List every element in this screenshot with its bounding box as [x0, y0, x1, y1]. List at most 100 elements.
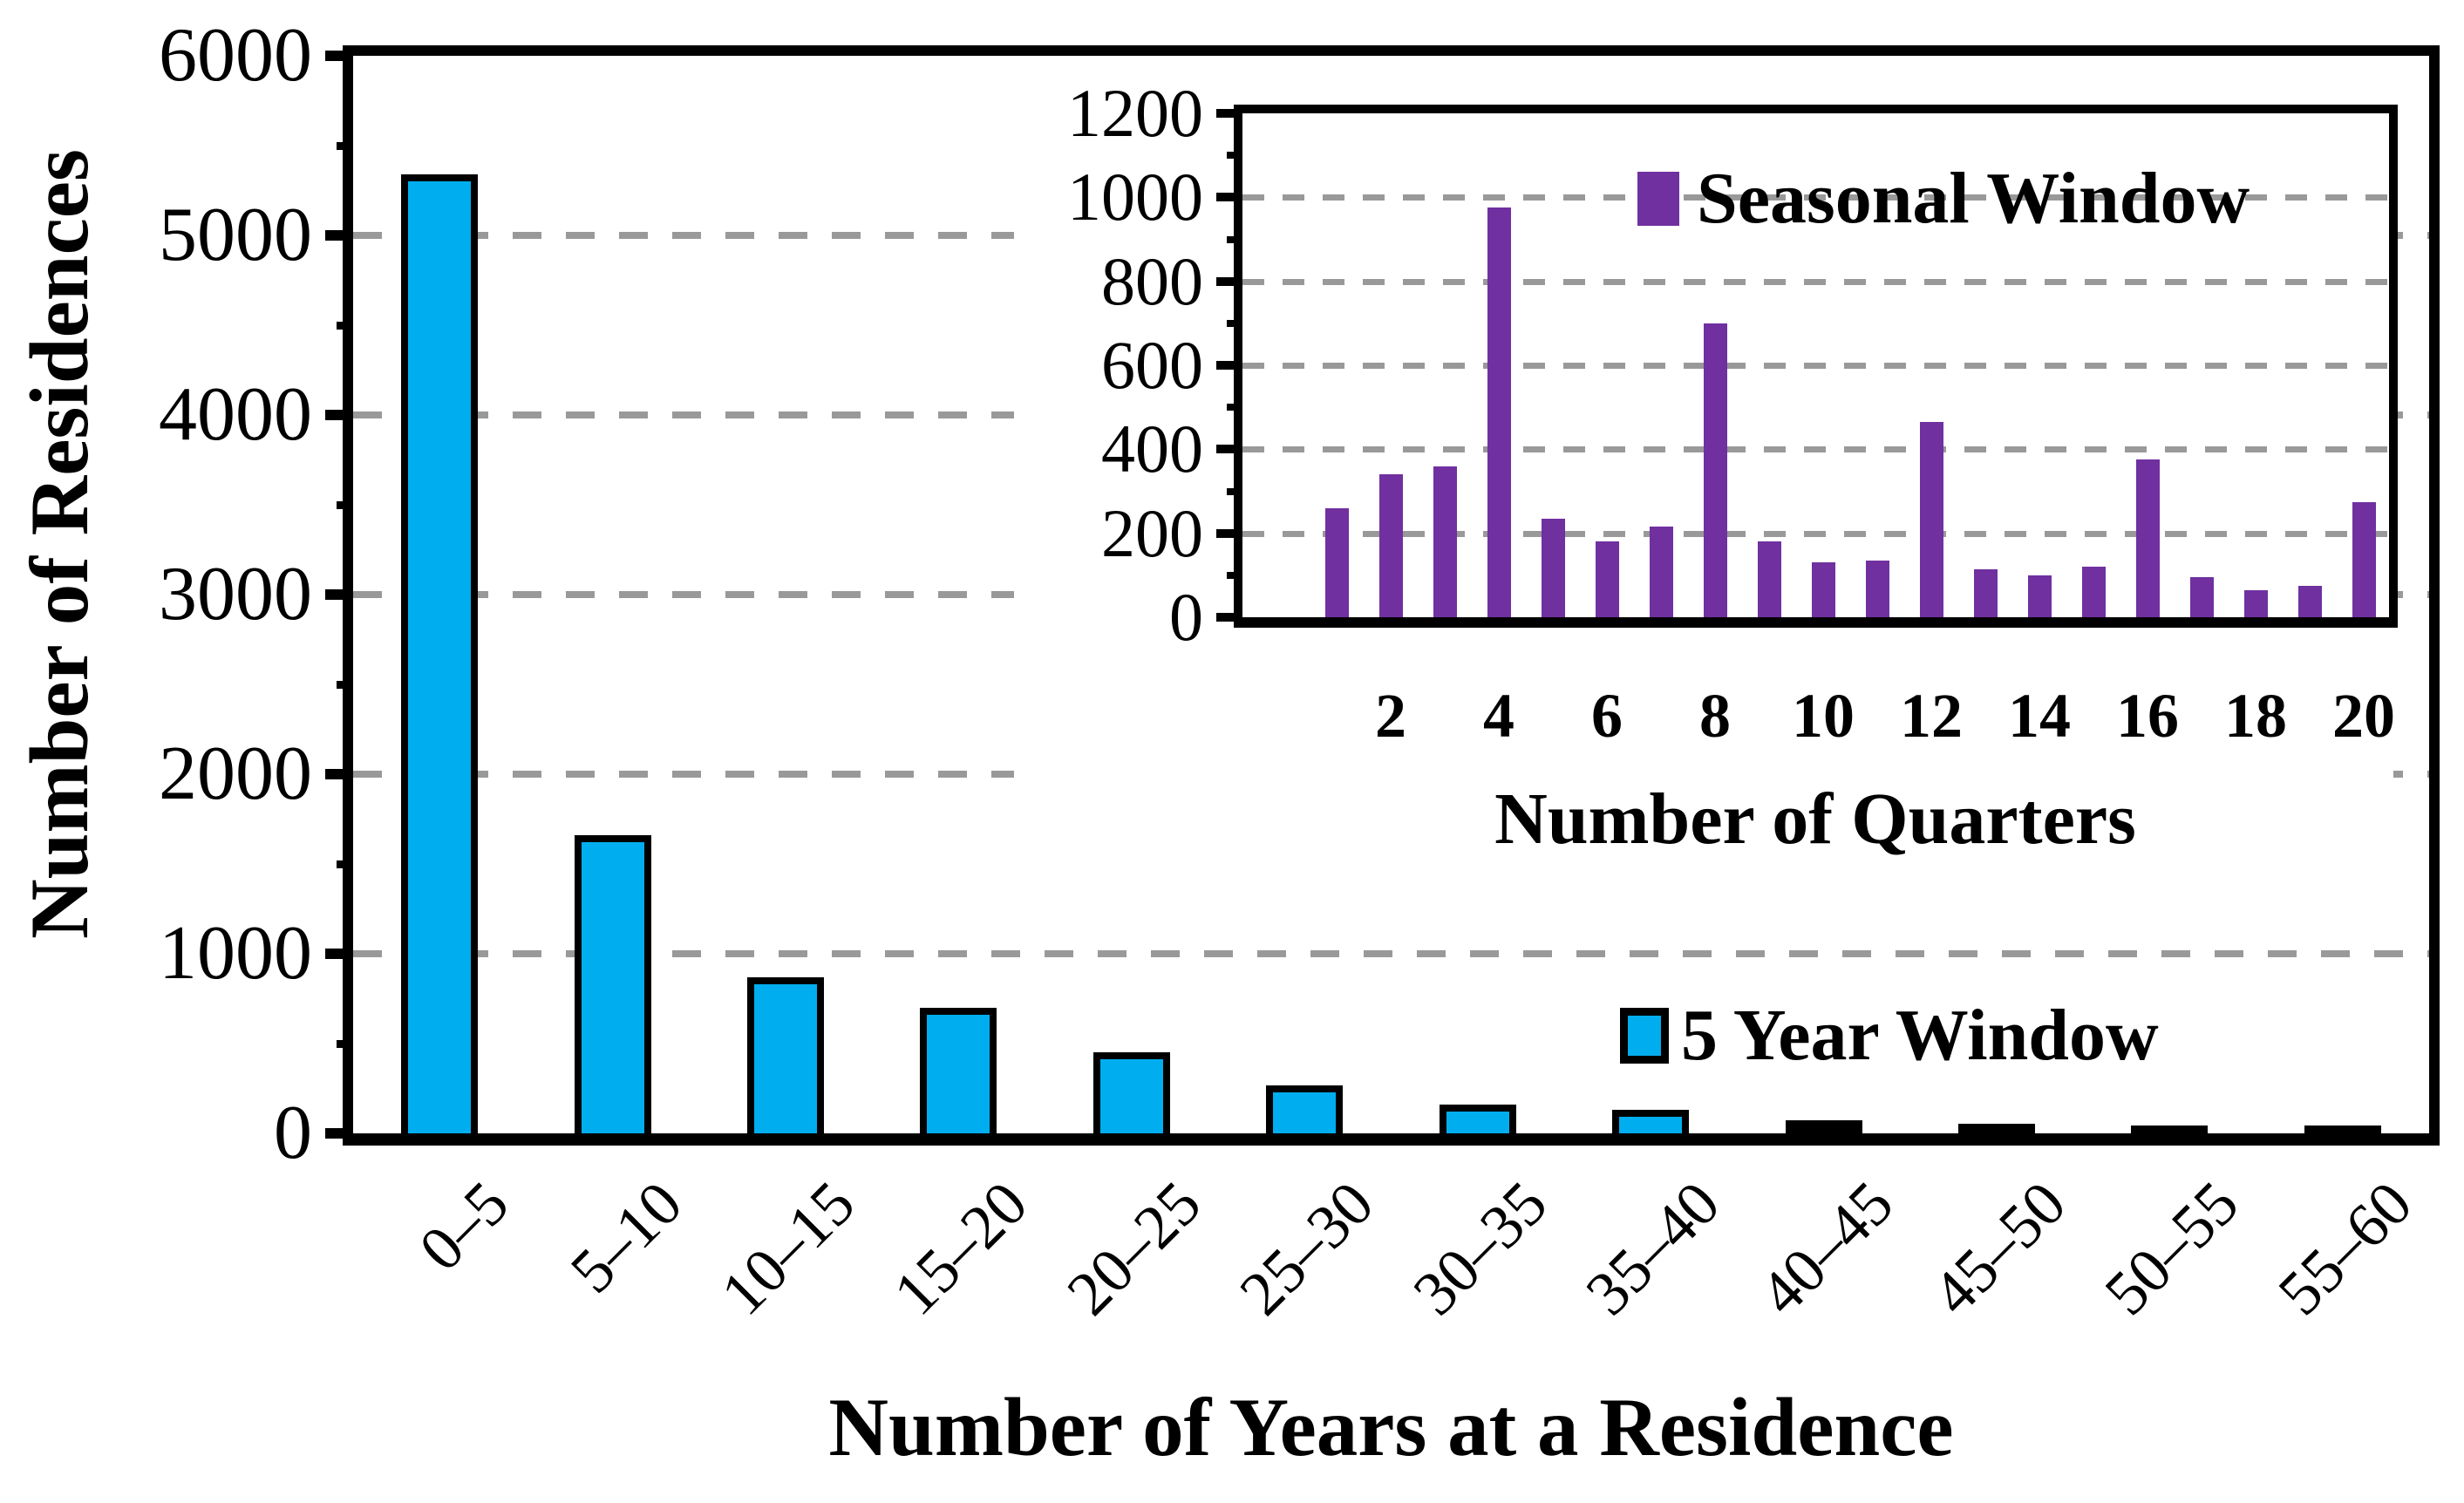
- y-minor-tick: [1227, 404, 1242, 411]
- bar: [747, 976, 825, 1133]
- y-minor-tick: [337, 681, 353, 689]
- bar: [2304, 1126, 2381, 1133]
- bar: [1433, 466, 1457, 617]
- x-tick-label: 8: [1699, 681, 1731, 751]
- y-major-tick: [325, 230, 353, 241]
- gridline: [1242, 194, 2389, 201]
- y-tick-label: 800: [1101, 242, 1203, 319]
- bar: [1785, 1119, 1862, 1133]
- seasonal-window-swatch: [1637, 172, 1679, 226]
- bar: [1541, 518, 1565, 617]
- main-y-axis-title: Number of Residences: [13, 149, 106, 939]
- y-minor-tick: [337, 860, 353, 868]
- bar: [1957, 1123, 2035, 1133]
- y-major-tick: [1216, 528, 1242, 538]
- y-major-tick: [1216, 613, 1242, 622]
- bar: [2135, 459, 2160, 617]
- y-major-tick: [325, 589, 353, 600]
- bar: [1595, 541, 1619, 617]
- y-minor-tick: [337, 1040, 353, 1048]
- y-tick-label: 4000: [159, 372, 312, 457]
- bar: [574, 835, 651, 1133]
- y-minor-tick: [337, 322, 353, 330]
- bar-fill: [927, 1014, 990, 1133]
- x-category-label: 30–35: [1399, 1167, 1561, 1329]
- bar-fill: [1099, 1059, 1163, 1133]
- y-tick-label: 1000: [159, 911, 312, 996]
- gridline: [1242, 278, 2389, 285]
- gridline: [1242, 530, 2389, 537]
- bar: [2243, 589, 2268, 617]
- y-tick-label: 1200: [1067, 75, 1203, 151]
- bar: [2297, 585, 2322, 617]
- bar: [401, 173, 479, 1133]
- y-minor-tick: [1227, 235, 1242, 243]
- y-tick-label: 0: [1169, 579, 1203, 655]
- bar: [1266, 1085, 1344, 1133]
- y-minor-tick: [1227, 571, 1242, 579]
- y-minor-tick: [337, 142, 353, 150]
- bar: [2352, 501, 2376, 617]
- gridline: [1242, 446, 2389, 453]
- bar-fill: [581, 842, 644, 1133]
- y-tick-label: 2000: [159, 731, 312, 816]
- bar: [1612, 1110, 1690, 1133]
- bar-fill: [1619, 1117, 1683, 1133]
- bar-fill: [1446, 1112, 1509, 1133]
- y-tick-label: 3000: [159, 552, 312, 636]
- x-tick-label: 6: [1591, 681, 1623, 751]
- x-category-label: 35–40: [1572, 1167, 1733, 1329]
- x-category-label: 20–25: [1053, 1167, 1215, 1329]
- main-legend: 5 Year Window: [1620, 999, 2159, 1072]
- inset-x-axis-title: Number of Quarters: [1494, 779, 2136, 860]
- bar-fill: [754, 983, 818, 1133]
- y-major-tick: [1216, 276, 1242, 286]
- y-minor-tick: [337, 501, 353, 509]
- bar: [1487, 207, 1511, 617]
- y-major-tick: [1216, 361, 1242, 370]
- x-category-label: 45–50: [1918, 1167, 2079, 1329]
- inset-legend: Seasonal Window: [1637, 162, 2250, 235]
- y-major-tick: [1216, 445, 1242, 454]
- bar: [1865, 560, 1889, 617]
- y-tick-label: 200: [1101, 494, 1203, 571]
- x-tick-label: 10: [1792, 681, 1855, 751]
- five-year-window-label: 5 Year Window: [1681, 995, 2159, 1076]
- y-major-tick: [325, 769, 353, 779]
- x-tick-label: 12: [1900, 681, 1963, 751]
- x-tick-label: 2: [1375, 681, 1406, 751]
- y-major-tick: [1216, 109, 1242, 118]
- main-x-axis-title: Number of Years at a Residence: [828, 1381, 1954, 1473]
- y-minor-tick: [1227, 152, 1242, 160]
- y-tick-label: 5000: [159, 193, 312, 277]
- bar: [1649, 527, 1673, 617]
- gridline: [353, 950, 2429, 957]
- y-tick-label: 400: [1101, 411, 1203, 487]
- x-category-label: 0–5: [405, 1167, 522, 1284]
- bar-fill: [1273, 1092, 1337, 1133]
- x-category-label: 15–20: [881, 1167, 1041, 1329]
- y-tick-label: 0: [274, 1091, 312, 1175]
- bar: [1919, 422, 1943, 617]
- bar: [1757, 541, 1781, 617]
- x-tick-label: 20: [2332, 681, 2395, 751]
- y-tick-label: 6000: [159, 13, 312, 98]
- five-year-window-swatch: [1620, 1008, 1669, 1064]
- bar: [1378, 474, 1403, 617]
- bar-fill: [408, 180, 472, 1133]
- x-category-label: 40–45: [1746, 1167, 1906, 1329]
- gridline: [1242, 363, 2389, 369]
- bar: [1324, 507, 1349, 617]
- x-category-label: 50–55: [2091, 1167, 2252, 1329]
- bar: [1973, 568, 1998, 617]
- main-plot-frame: [343, 45, 2440, 1146]
- bar: [1811, 562, 1835, 617]
- seasonal-window-label: Seasonal Window: [1697, 158, 2250, 239]
- y-tick-label: 1000: [1067, 159, 1203, 235]
- y-major-tick: [1216, 193, 1242, 202]
- y-minor-tick: [1227, 319, 1242, 327]
- x-category-label: 5–10: [556, 1167, 696, 1307]
- x-tick-label: 14: [2008, 681, 2071, 751]
- y-major-tick: [325, 949, 353, 959]
